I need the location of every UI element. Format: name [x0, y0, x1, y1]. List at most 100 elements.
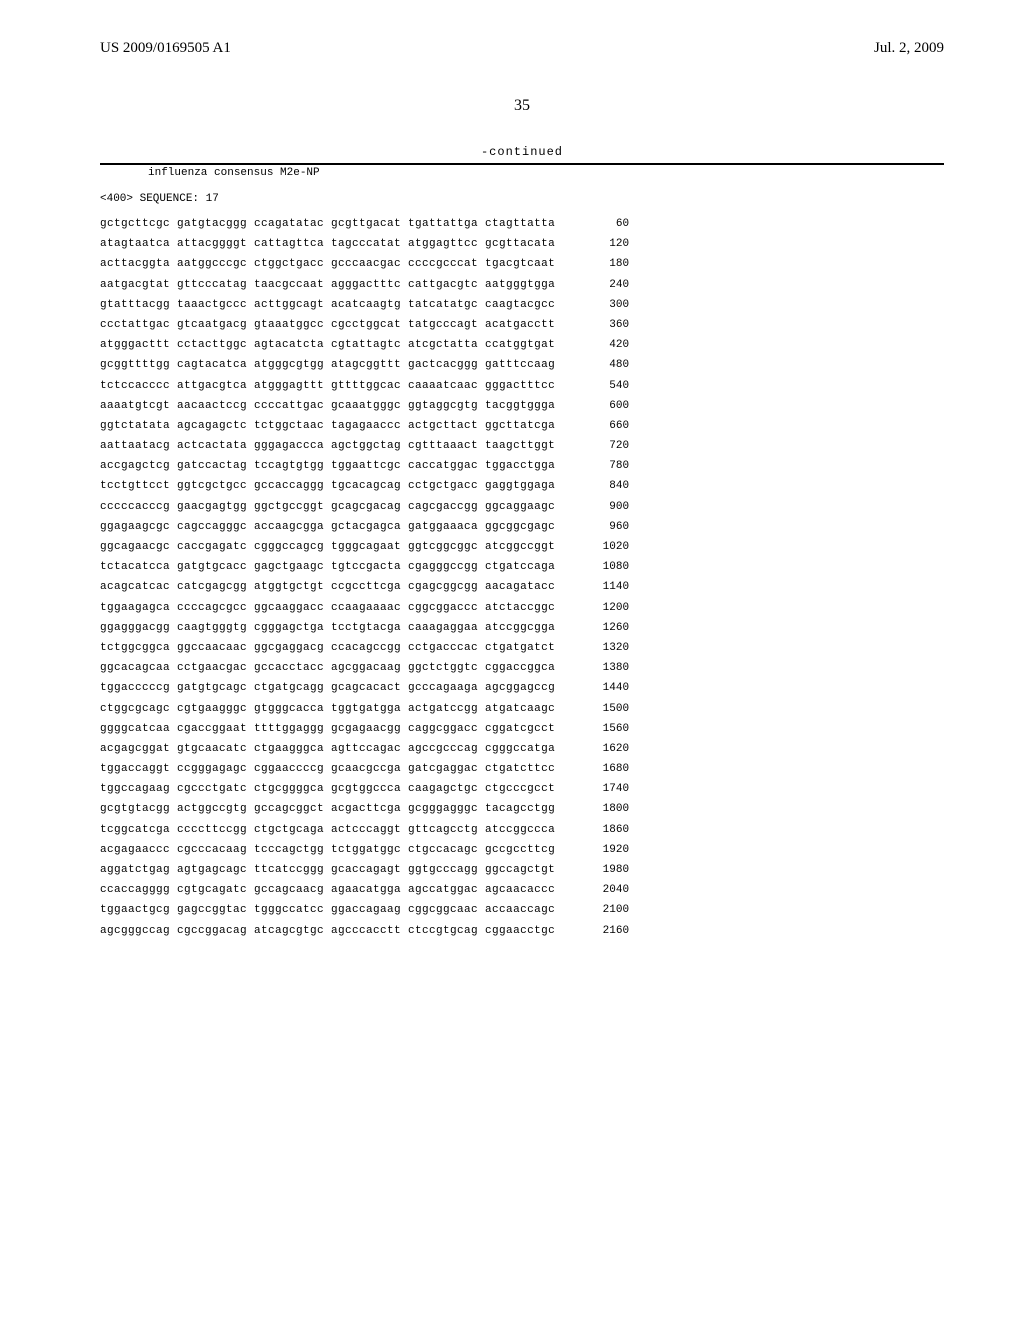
sequence-title: influenza consensus M2e-NP — [100, 167, 944, 179]
sequence-blocks: accgagctcg gatccactag tccagtgtgg tggaatt… — [100, 461, 555, 472]
page-header: US 2009/0169505 A1 Jul. 2, 2009 — [100, 40, 944, 57]
sequence-row: acgagcggat gtgcaacatc ctgaagggca agttcca… — [100, 744, 944, 755]
sequence-row: tggaagagca ccccagcgcc ggcaaggacc ccaagaa… — [100, 603, 944, 614]
sequence-position: 660 — [573, 421, 629, 432]
sequence-blocks: ggcacagcaa cctgaacgac gccacctacc agcggac… — [100, 663, 555, 674]
sequence-blocks: gcggttttgg cagtacatca atgggcgtgg atagcgg… — [100, 360, 555, 371]
sequence-row: aaaatgtcgt aacaactccg ccccattgac gcaaatg… — [100, 401, 944, 412]
sequence-row: tcggcatcga ccccttccgg ctgctgcaga actccca… — [100, 825, 944, 836]
sequence-position: 480 — [573, 360, 629, 371]
sequence-row: accgagctcg gatccactag tccagtgtgg tggaatt… — [100, 461, 944, 472]
sequence-position: 780 — [573, 461, 629, 472]
sequence-position: 1680 — [573, 764, 629, 775]
rule-heavy — [100, 163, 944, 165]
sequence-position: 2040 — [573, 885, 629, 896]
sequence-blocks: ggagggacgg caagtgggtg cgggagctga tcctgta… — [100, 623, 555, 634]
sequence-position: 900 — [573, 502, 629, 513]
sequence-position: 2100 — [573, 905, 629, 916]
sequence-blocks: tggaccaggt ccgggagagc cggaaccccg gcaacgc… — [100, 764, 555, 775]
sequence-blocks: aattaatacg actcactata gggagaccca agctggc… — [100, 441, 555, 452]
sequence-blocks: acgagaaccc cgcccacaag tcccagctgg tctggat… — [100, 845, 555, 856]
sequence-row: tctacatcca gatgtgcacc gagctgaagc tgtccga… — [100, 562, 944, 573]
sequence-blocks: acttacggta aatggcccgc ctggctgacc gcccaac… — [100, 259, 555, 270]
sequence-position: 960 — [573, 522, 629, 533]
sequence-row: acagcatcac catcgagcgg atggtgctgt ccgcctt… — [100, 582, 944, 593]
sequence-position: 1500 — [573, 704, 629, 715]
sequence-position: 360 — [573, 320, 629, 331]
sequence-position: 1320 — [573, 643, 629, 654]
sequence-row: ggcagaacgc caccgagatc cgggccagcg tgggcag… — [100, 542, 944, 553]
sequence-listing: gctgcttcgc gatgtacggg ccagatatac gcgttga… — [100, 219, 944, 937]
sequence-position: 2160 — [573, 926, 629, 937]
sequence-blocks: tcggcatcga ccccttccgg ctgctgcaga actccca… — [100, 825, 555, 836]
sequence-blocks: ggggcatcaa cgaccggaat ttttggaggg gcgagaa… — [100, 724, 555, 735]
sequence-header: <400> SEQUENCE: 17 — [100, 193, 944, 205]
page-container: US 2009/0169505 A1 Jul. 2, 2009 35 -cont… — [0, 0, 1024, 1320]
sequence-row: gctgcttcgc gatgtacggg ccagatatac gcgttga… — [100, 219, 944, 230]
sequence-row: ggagaagcgc cagccagggc accaagcgga gctacga… — [100, 522, 944, 533]
sequence-position: 1260 — [573, 623, 629, 634]
sequence-position: 1860 — [573, 825, 629, 836]
sequence-row: tggaccaggt ccgggagagc cggaaccccg gcaacgc… — [100, 764, 944, 775]
sequence-blocks: tggccagaag cgccctgatc ctgcggggca gcgtggc… — [100, 784, 555, 795]
sequence-blocks: atgggacttt cctacttggc agtacatcta cgtatta… — [100, 340, 555, 351]
sequence-row: atagtaatca attacggggt cattagttca tagccca… — [100, 239, 944, 250]
sequence-blocks: aggatctgag agtgagcagc ttcatccggg gcaccag… — [100, 865, 555, 876]
sequence-blocks: aatgacgtat gttcccatag taacgccaat agggact… — [100, 280, 555, 291]
sequence-row: ctggcgcagc cgtgaagggc gtgggcacca tggtgat… — [100, 704, 944, 715]
sequence-position: 1200 — [573, 603, 629, 614]
sequence-position: 720 — [573, 441, 629, 452]
sequence-blocks: tggaagagca ccccagcgcc ggcaaggacc ccaagaa… — [100, 603, 555, 614]
sequence-row: gtatttacgg taaactgccc acttggcagt acatcaa… — [100, 300, 944, 311]
sequence-row: atgggacttt cctacttggc agtacatcta cgtatta… — [100, 340, 944, 351]
sequence-blocks: atagtaatca attacggggt cattagttca tagccca… — [100, 239, 555, 250]
sequence-blocks: ggtctatata agcagagctc tctggctaac tagagaa… — [100, 421, 555, 432]
sequence-position: 1980 — [573, 865, 629, 876]
sequence-blocks: gcgtgtacgg actggccgtg gccagcggct acgactt… — [100, 804, 555, 815]
sequence-position: 600 — [573, 401, 629, 412]
sequence-position: 1620 — [573, 744, 629, 755]
sequence-blocks: ggcagaacgc caccgagatc cgggccagcg tgggcag… — [100, 542, 555, 553]
sequence-row: ggtctatata agcagagctc tctggctaac tagagaa… — [100, 421, 944, 432]
sequence-row: ccaccagggg cgtgcagatc gccagcaacg agaacat… — [100, 885, 944, 896]
sequence-position: 1920 — [573, 845, 629, 856]
sequence-row: gcggttttgg cagtacatca atgggcgtgg atagcgg… — [100, 360, 944, 371]
sequence-blocks: acagcatcac catcgagcgg atggtgctgt ccgcctt… — [100, 582, 555, 593]
continued-label: -continued — [100, 145, 944, 159]
sequence-row: ggagggacgg caagtgggtg cgggagctga tcctgta… — [100, 623, 944, 634]
sequence-position: 240 — [573, 280, 629, 291]
publication-number: US 2009/0169505 A1 — [100, 40, 231, 57]
sequence-position: 1080 — [573, 562, 629, 573]
sequence-position: 1380 — [573, 663, 629, 674]
sequence-row: gcgtgtacgg actggccgtg gccagcggct acgactt… — [100, 804, 944, 815]
sequence-blocks: ggagaagcgc cagccagggc accaagcgga gctacga… — [100, 522, 555, 533]
sequence-blocks: acgagcggat gtgcaacatc ctgaagggca agttcca… — [100, 744, 555, 755]
sequence-blocks: agcgggccag cgccggacag atcagcgtgc agcccac… — [100, 926, 555, 937]
sequence-blocks: tctacatcca gatgtgcacc gagctgaagc tgtccga… — [100, 562, 555, 573]
sequence-row: aggatctgag agtgagcagc ttcatccggg gcaccag… — [100, 865, 944, 876]
sequence-row: aatgacgtat gttcccatag taacgccaat agggact… — [100, 280, 944, 291]
sequence-blocks: ccaccagggg cgtgcagatc gccagcaacg agaacat… — [100, 885, 555, 896]
sequence-blocks: ccctattgac gtcaatgacg gtaaatggcc cgcctgg… — [100, 320, 555, 331]
sequence-blocks: tggacccccg gatgtgcagc ctgatgcagg gcagcac… — [100, 683, 555, 694]
sequence-row: tctggcggca ggccaacaac ggcgaggacg ccacagc… — [100, 643, 944, 654]
sequence-position: 300 — [573, 300, 629, 311]
sequence-blocks: gtatttacgg taaactgccc acttggcagt acatcaa… — [100, 300, 555, 311]
sequence-position: 120 — [573, 239, 629, 250]
sequence-position: 1800 — [573, 804, 629, 815]
sequence-position: 1740 — [573, 784, 629, 795]
sequence-row: agcgggccag cgccggacag atcagcgtgc agcccac… — [100, 926, 944, 937]
publication-date: Jul. 2, 2009 — [874, 40, 944, 57]
sequence-row: tcctgttcct ggtcgctgcc gccaccaggg tgcacag… — [100, 481, 944, 492]
sequence-position: 1020 — [573, 542, 629, 553]
sequence-row: tggacccccg gatgtgcagc ctgatgcagg gcagcac… — [100, 683, 944, 694]
sequence-position: 1440 — [573, 683, 629, 694]
sequence-row: ggggcatcaa cgaccggaat ttttggaggg gcgagaa… — [100, 724, 944, 735]
sequence-row: ggcacagcaa cctgaacgac gccacctacc agcggac… — [100, 663, 944, 674]
sequence-row: acttacggta aatggcccgc ctggctgacc gcccaac… — [100, 259, 944, 270]
sequence-position: 180 — [573, 259, 629, 270]
sequence-position: 60 — [573, 219, 629, 230]
sequence-blocks: tctggcggca ggccaacaac ggcgaggacg ccacagc… — [100, 643, 555, 654]
sequence-position: 840 — [573, 481, 629, 492]
sequence-position: 540 — [573, 381, 629, 392]
